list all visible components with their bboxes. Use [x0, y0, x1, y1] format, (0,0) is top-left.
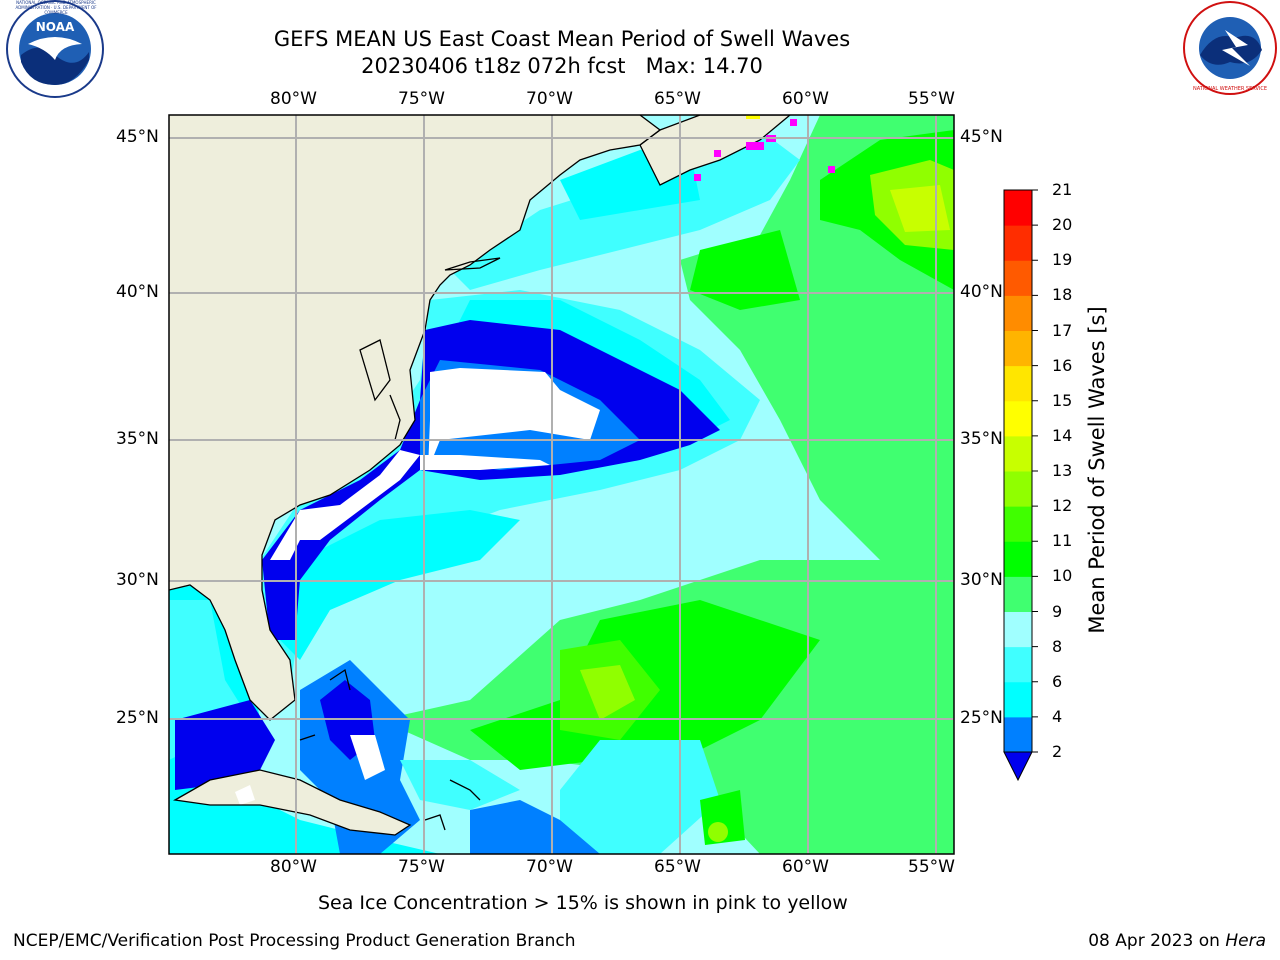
- lon-label-bottom: 75°W: [398, 857, 445, 877]
- colorbar: [1003, 189, 1038, 782]
- lon-label-bottom: 70°W: [526, 857, 573, 877]
- colorbar-extension: [1003, 751, 1033, 782]
- noaa-logo-text: NOAA: [35, 20, 75, 34]
- colorbar-tick-label: 8: [1052, 636, 1063, 656]
- lon-label-top: 80°W: [270, 89, 317, 109]
- colorbar-tick-label: 10: [1052, 566, 1073, 586]
- colorbar-segment: [1004, 400, 1032, 437]
- colorbar-segment: [1004, 716, 1032, 753]
- footer-date: 08 Apr 2023 on Hera: [1088, 931, 1266, 951]
- lat-label-left: 30°N: [116, 570, 159, 590]
- lon-label-top: 60°W: [782, 89, 829, 109]
- footer-date-text: 08 Apr 2023 on: [1088, 931, 1220, 951]
- lon-label-bottom: 60°W: [782, 857, 829, 877]
- lat-label-left: 40°N: [116, 282, 159, 302]
- colorbar-tick-label: 6: [1052, 671, 1063, 691]
- colorbar-tick-label: 16: [1052, 355, 1073, 375]
- lat-label-left: 35°N: [116, 429, 159, 449]
- lat-label-right: 45°N: [960, 127, 1003, 147]
- lon-label-top: 65°W: [654, 89, 701, 109]
- colorbar-tick-label: 14: [1052, 425, 1073, 445]
- sea-ice-note: Sea Ice Concentration > 15% is shown in …: [318, 892, 848, 914]
- colorbar-segment: [1004, 646, 1032, 683]
- colorbar-segment: [1004, 506, 1032, 542]
- colorbar-segment: [1004, 611, 1032, 648]
- colorbar-label: Mean Period of Swell Waves [s]: [1085, 306, 1109, 634]
- colorbar-segment: [1004, 190, 1032, 226]
- map-field: [169, 115, 954, 854]
- lat-label-left: 25°N: [116, 708, 159, 728]
- noaa-ring-text: NATIONAL OCEANIC AND ATMOSPHERIC ADMINIS…: [15, 0, 97, 15]
- colorbar-tick-label: 4: [1052, 706, 1063, 726]
- lat-label-right: 25°N: [960, 708, 1003, 728]
- nws-ring-text: NATIONAL WEATHER SERVICE: [1192, 86, 1268, 92]
- colorbar-segment: [1004, 225, 1032, 261]
- colorbar-segment: [1004, 260, 1032, 296]
- colorbar-segment: [1004, 471, 1032, 507]
- colorbar-tick-label: 19: [1052, 250, 1073, 270]
- colorbar-segment: [1004, 435, 1032, 472]
- lon-label-bottom: 55°W: [908, 857, 955, 877]
- colorbar-tick-label: 12: [1052, 496, 1073, 516]
- colorbar-segment: [1004, 295, 1032, 331]
- nws-logo: [1183, 1, 1277, 95]
- lon-label-top: 75°W: [398, 89, 445, 109]
- lat-label-right: 40°N: [960, 282, 1003, 302]
- lat-label-right: 35°N: [960, 429, 1003, 449]
- colorbar-tick-label: 18: [1052, 285, 1073, 305]
- lon-label-bottom: 80°W: [270, 857, 317, 877]
- lat-label-left: 45°N: [116, 127, 159, 147]
- colorbar-tick-label: 2: [1052, 742, 1063, 761]
- chart-subtitle: 20230406 t18z 072h fcst Max: 14.70: [361, 54, 763, 78]
- colorbar-segment: [1004, 330, 1032, 367]
- noaa-logo: [6, 0, 104, 98]
- colorbar-tick-label: 15: [1052, 390, 1073, 410]
- lon-label-top: 55°W: [908, 89, 955, 109]
- graticule: [169, 115, 954, 854]
- colorbar-tick-label: 11: [1052, 531, 1073, 551]
- colorbar-segment: [1004, 681, 1032, 718]
- colorbar-tick-label: 20: [1052, 215, 1073, 235]
- colorbar-segment: [1004, 576, 1032, 612]
- lon-label-top: 70°W: [526, 89, 573, 109]
- chart-title: GEFS MEAN US East Coast Mean Period of S…: [273, 27, 851, 51]
- footer-branch: NCEP/EMC/Verification Post Processing Pr…: [13, 931, 576, 951]
- map-frame: [168, 114, 955, 855]
- lat-label-right: 30°N: [960, 570, 1003, 590]
- colorbar-tick-label: 9: [1052, 601, 1063, 621]
- lon-label-bottom: 65°W: [654, 857, 701, 877]
- colorbar-tick-label: 17: [1052, 320, 1073, 340]
- colorbar-segment: [1004, 365, 1032, 402]
- colorbar-tick-label: 21: [1052, 180, 1073, 199]
- colorbar-tick-label: 13: [1052, 461, 1073, 480]
- colorbar-segment: [1004, 541, 1032, 577]
- footer-machine: Hera: [1225, 931, 1266, 951]
